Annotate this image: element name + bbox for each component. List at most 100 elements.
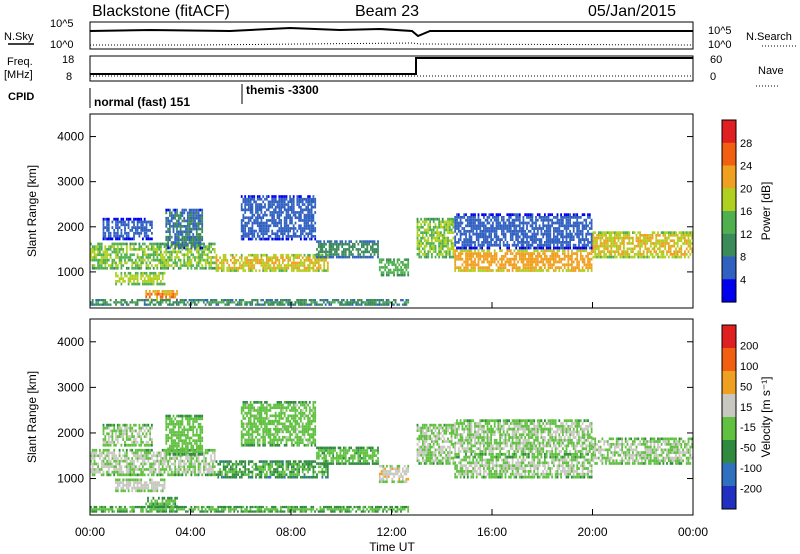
power-band <box>454 213 593 250</box>
noise-left-tick-bottom: 10^0 <box>50 39 74 51</box>
velocity-band <box>102 423 153 447</box>
colorbar-tick-label: 200 <box>740 340 758 352</box>
power-band <box>115 271 166 286</box>
power-band <box>165 208 204 250</box>
x-tick-label: 12:00 <box>376 525 406 539</box>
velocity-band <box>115 478 166 493</box>
colorbar-segment <box>722 348 736 372</box>
freq-unit: [MHz] <box>4 69 33 81</box>
power-band <box>90 299 410 306</box>
colorbar-tick-label: 4 <box>740 274 746 286</box>
power-yticks: 1000 2000 3000 4000 <box>57 130 693 279</box>
power-panel-frame <box>89 113 694 309</box>
x-tick-label: 08:00 <box>276 525 306 539</box>
date-title: 05/Jan/2015 <box>588 3 676 20</box>
colorbar-tick-label: 24 <box>740 161 752 173</box>
velocity-band <box>378 464 410 484</box>
power-colorbar: 28 24 20 16 12 8 4 <box>721 119 752 303</box>
nsearch-label: N.Search <box>746 31 792 43</box>
cpid-segment-2: themis -3300 <box>246 83 319 97</box>
power-band <box>592 231 693 259</box>
x-tick-label: 16:00 <box>477 525 507 539</box>
freq-left-tick-bottom: 8 <box>66 71 72 83</box>
colorbar-segment <box>722 325 736 349</box>
cpid-segment-1: normal (fast) 151 <box>94 95 190 109</box>
y-tick-label: 3000 <box>57 175 84 189</box>
y-tick-label: 4000 <box>57 130 84 144</box>
colorbar-tick-label: 12 <box>740 229 752 241</box>
y-tick-label: 2000 <box>57 426 84 440</box>
x-tick-label: 00:00 <box>75 525 105 539</box>
colorbar-segment <box>722 233 736 258</box>
colorbar-segment <box>722 120 736 144</box>
station-title: Blackstone (fitACF) <box>92 3 230 20</box>
power-band <box>454 249 593 272</box>
colorbar-tick-label: 20 <box>740 183 752 195</box>
velocity-ylabel: Slant Range [km] <box>25 371 39 463</box>
x-tick-label: 00:00 <box>678 525 708 539</box>
colorbar-segment <box>722 463 736 487</box>
power-band <box>240 195 317 241</box>
colorbar-segment <box>722 279 736 303</box>
colorbar-tick-label: 100 <box>740 361 758 373</box>
power-band <box>90 242 216 270</box>
colorbar-segment <box>722 371 736 395</box>
velocity-band <box>215 460 329 479</box>
colorbar-segment <box>722 394 736 418</box>
freq-panel-frame <box>89 55 694 82</box>
colorbar-frame <box>721 119 737 303</box>
colorbar-segment <box>722 142 736 167</box>
velocity-yticks: 1000 2000 3000 4000 <box>57 335 693 486</box>
colorbar-frame <box>721 324 737 510</box>
y-tick-label: 4000 <box>57 335 84 349</box>
colorbar-tick-label: 15 <box>740 402 752 414</box>
x-tick-label: 20:00 <box>577 525 607 539</box>
freq-label: Freq. <box>7 56 33 68</box>
nave-label: Nave <box>758 65 784 77</box>
power-cbar-label: Power [dB] <box>759 182 773 241</box>
power-band <box>316 240 379 259</box>
power-band <box>416 217 455 259</box>
colorbar-segment <box>722 417 736 441</box>
x-axis-label: Time UT <box>369 540 415 554</box>
noise-right-tick-bottom: 10^0 <box>708 39 732 51</box>
velocity-band <box>454 419 593 456</box>
power-band <box>378 258 410 277</box>
nave-right-tick-top: 60 <box>710 54 722 66</box>
nsky-line <box>89 26 693 38</box>
colorbar-tick-label: -100 <box>740 463 762 475</box>
colorbar-segment <box>722 188 736 212</box>
power-ylabel: Slant Range [km] <box>25 165 39 257</box>
y-tick-label: 1000 <box>57 472 84 486</box>
x-axis: 00:00 04:00 08:00 12:00 16:00 20:00 00:00 <box>75 302 708 539</box>
velocity-band <box>240 401 317 447</box>
velocity-band <box>90 505 410 513</box>
power-band <box>102 217 153 241</box>
colorbar-segment <box>722 211 736 235</box>
velocity-data-layer <box>90 401 693 513</box>
noise-left-tick-top: 10^5 <box>50 18 74 30</box>
nave-right-tick-bottom: 0 <box>710 71 716 83</box>
velocity-cbar-label: Velocity [m s⁻¹] <box>759 376 773 457</box>
colorbar-tick-label: 8 <box>740 252 746 264</box>
velocity-band <box>165 414 204 456</box>
velocity-band <box>592 437 693 465</box>
colorbar-tick-label: -50 <box>740 443 756 455</box>
freq-line <box>90 57 693 75</box>
colorbar-segment <box>722 256 736 280</box>
power-band <box>215 253 329 272</box>
noise-panel-frame <box>89 21 694 50</box>
colorbar-tick-label: 50 <box>740 381 752 393</box>
freq-left-tick-top: 18 <box>62 54 74 66</box>
y-tick-label: 2000 <box>57 220 84 234</box>
colorbar-tick-label: 28 <box>740 138 752 150</box>
velocity-band <box>454 455 593 479</box>
velocity-band <box>416 423 455 465</box>
colorbar-segment <box>722 165 736 189</box>
nsearch-line <box>90 42 694 46</box>
nsky-label: N.Sky <box>4 31 34 43</box>
colorbar-segment <box>722 486 736 510</box>
x-tick-label: 04:00 <box>175 525 205 539</box>
velocity-colorbar: 200 100 50 15 -15 -50 -100 -200 <box>721 324 762 510</box>
